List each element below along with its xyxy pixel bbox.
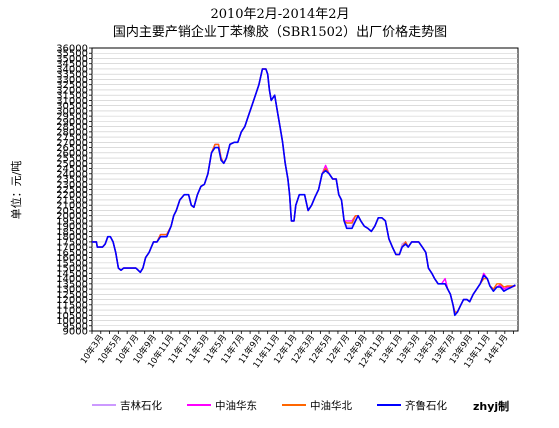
y-axis-label: 单位：元/吨 <box>9 161 23 220</box>
y-tick-label: 14500 <box>56 269 88 280</box>
y-tick-label: 31500 <box>56 91 88 102</box>
y-tick-label: 18500 <box>56 227 88 238</box>
gridlines <box>92 52 518 327</box>
y-tick-label: 18000 <box>56 232 88 243</box>
y-tick-label: 26500 <box>56 143 88 154</box>
y-tick-label: 23000 <box>56 180 88 191</box>
y-tick-label: 29000 <box>56 117 88 128</box>
y-tick-label: 11000 <box>56 306 88 317</box>
y-tick-label: 15500 <box>56 258 88 269</box>
y-tick-label: 13000 <box>56 285 88 296</box>
y-tick-label: 21000 <box>56 201 88 212</box>
y-tick-label: 29500 <box>56 112 88 123</box>
y-tick-label: 16500 <box>56 248 88 259</box>
legend-label: 中油华东 <box>215 399 257 412</box>
y-tick-label: 35500 <box>56 49 88 60</box>
y-tick-label: 26000 <box>56 148 88 159</box>
y-tick-label: 31000 <box>56 96 88 107</box>
y-tick-label: 10500 <box>56 311 88 322</box>
legend-label: 中油华北 <box>310 399 352 412</box>
series-line-4 <box>92 68 516 317</box>
legend-label: 齐鲁石化 <box>405 399 447 412</box>
y-tick-label: 36000 <box>56 44 88 55</box>
y-tick-label: 34000 <box>56 64 88 75</box>
y-tick-label: 22000 <box>56 190 88 201</box>
y-tick-label: 17000 <box>56 243 88 254</box>
y-tick-label: 17500 <box>56 237 88 248</box>
y-tick-label: 28000 <box>56 127 88 138</box>
chart-title-line2: 国内主要产销企业丁苯橡胶（SBR1502）出厂价格走势图 <box>113 24 447 40</box>
legend: 吉林石化 中油华东 中油华北 齐鲁石化 <box>92 399 447 412</box>
y-tick-label: 28500 <box>56 122 88 133</box>
y-tick-label: 12000 <box>56 295 88 306</box>
series-lines <box>92 68 516 317</box>
y-tick-label: 9000 <box>63 327 88 338</box>
y-tick-label: 23500 <box>56 175 88 186</box>
y-tick-label: 35000 <box>56 54 88 65</box>
y-tick-label: 27000 <box>56 138 88 149</box>
chart-title-line1: 2010年2月-2014年2月 <box>210 7 349 22</box>
y-tick-label: 25500 <box>56 154 88 165</box>
y-tick-label: 16000 <box>56 253 88 264</box>
y-tick-label: 21500 <box>56 195 88 206</box>
y-tick-label: 20000 <box>56 211 88 222</box>
y-axis-ticks: 9000950010000105001100011500120001250013… <box>56 44 92 338</box>
legend-label: 吉林石化 <box>120 399 162 412</box>
y-tick-label: 15000 <box>56 264 88 275</box>
y-tick-label: 32500 <box>56 80 88 91</box>
y-tick-label: 10000 <box>56 316 88 327</box>
y-tick-label: 12500 <box>56 290 88 301</box>
y-tick-label: 30000 <box>56 106 88 117</box>
x-axis-ticks: 10年3月10年5月10年7月10年9月10年11月11年1月11年3月11年5… <box>78 331 515 370</box>
y-tick-label: 19000 <box>56 222 88 233</box>
y-tick-label: 24000 <box>56 169 88 180</box>
y-tick-label: 20500 <box>56 206 88 217</box>
y-tick-label: 22500 <box>56 185 88 196</box>
credit-text: zhyj制 <box>473 399 509 413</box>
y-tick-label: 25000 <box>56 159 88 170</box>
y-tick-label: 34500 <box>56 59 88 70</box>
y-tick-label: 27500 <box>56 133 88 144</box>
y-tick-label: 9500 <box>63 321 88 332</box>
y-tick-label: 19500 <box>56 216 88 227</box>
y-tick-label: 33500 <box>56 70 88 81</box>
y-tick-label: 13500 <box>56 279 88 290</box>
y-tick-label: 33000 <box>56 75 88 86</box>
y-tick-label: 14000 <box>56 274 88 285</box>
y-tick-label: 30500 <box>56 101 88 112</box>
y-tick-label: 11500 <box>56 300 88 311</box>
y-tick-label: 24500 <box>56 164 88 175</box>
y-tick-label: 32000 <box>56 85 88 96</box>
